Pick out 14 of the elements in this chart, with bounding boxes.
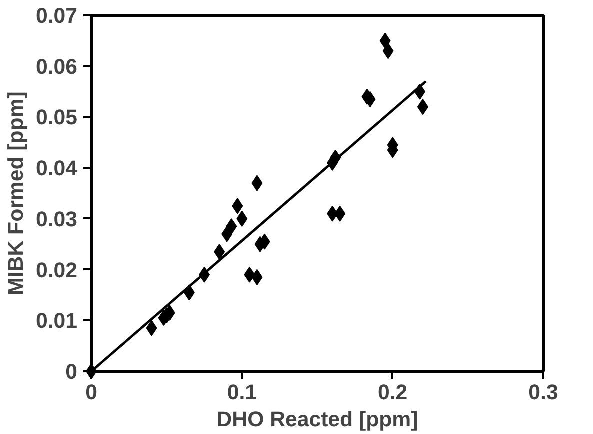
x-tick-label: 0.3 xyxy=(528,380,558,404)
x-tick-label: 0.1 xyxy=(227,380,258,404)
y-tick-label: 0.01 xyxy=(36,309,78,334)
y-tick-label: 0.04 xyxy=(36,156,78,181)
x-axis-title: DHO Reacted [ppm] xyxy=(216,408,418,432)
y-tick-label: 0 xyxy=(66,360,78,384)
y-tick-label: 0.07 xyxy=(36,4,78,28)
x-tick-label: 0 xyxy=(86,380,98,404)
x-tick-label: 0.2 xyxy=(378,380,408,404)
y-axis-title: MIBK Formed [ppm] xyxy=(4,92,28,296)
y-tick-label: 0.06 xyxy=(36,54,78,79)
y-tick-label: 0.05 xyxy=(36,106,78,130)
y-tick-label: 0.02 xyxy=(36,258,78,282)
y-tick-label: 0.03 xyxy=(36,207,78,232)
